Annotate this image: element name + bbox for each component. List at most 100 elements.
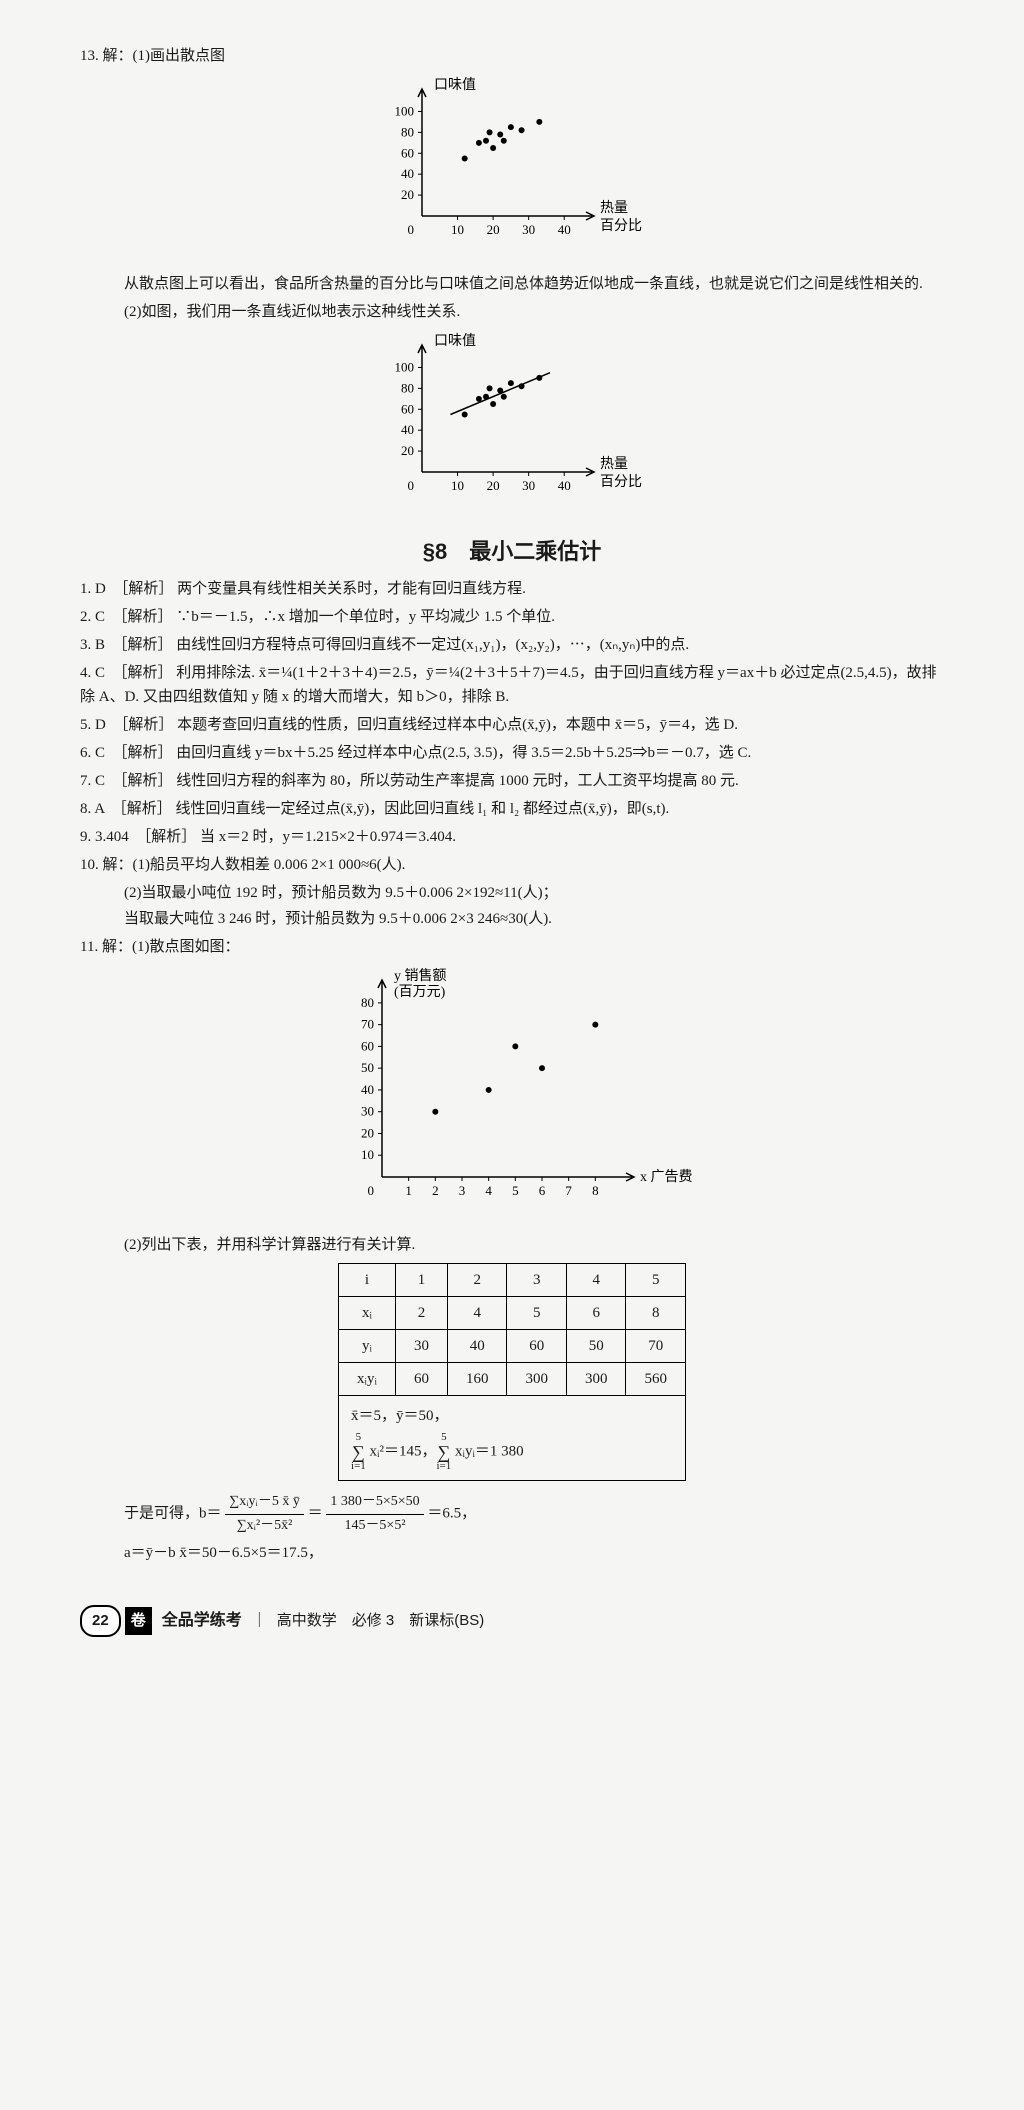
answers-block: 1. D ［解析］ 两个变量具有线性相关关系时，才能有回归直线方程. 2. C ［…	[80, 577, 944, 849]
calc1-post: ＝6.5，	[427, 1506, 476, 1522]
table-cell: 60	[507, 1330, 567, 1363]
footer-sep: ｜	[252, 1609, 267, 1633]
svg-text:4: 4	[485, 1183, 492, 1198]
juan-badge: 卷	[125, 1607, 152, 1635]
answer-text: 当 x＝2 时，y＝1.215×2＋0.974＝3.404.	[200, 829, 456, 845]
page-number-badge: 22	[80, 1605, 121, 1637]
svg-text:40: 40	[401, 166, 414, 181]
q13-line1: 13. 解：(1)画出散点图	[80, 44, 944, 68]
svg-text:60: 60	[401, 145, 414, 160]
answer-choice: C	[95, 665, 105, 681]
svg-text:60: 60	[401, 401, 414, 416]
svg-text:10: 10	[451, 222, 464, 237]
answer-text: 由回归直线 y＝bx＋5.25 经过样本中心点(2.5, 3.5)，得 3.5＝…	[176, 745, 751, 761]
answer-num: 1.	[80, 581, 91, 597]
answer-choice: C	[95, 745, 105, 761]
answer-text: 两个变量具有线性相关关系时，才能有回归直线方程.	[177, 581, 526, 597]
svg-text:40: 40	[558, 478, 571, 493]
table-cell: 300	[566, 1363, 626, 1396]
q13-chart1-container: 10203040204060801000口味值热量百分比	[80, 76, 944, 264]
q10-line1: 10. 解：(1)船员平均人数相差 0.006 2×1 000≈6(人).	[80, 853, 944, 877]
answer-line-1: 1. D ［解析］ 两个变量具有线性相关关系时，才能有回归直线方程.	[80, 577, 944, 601]
answer-num: 7.	[80, 773, 91, 789]
q10-line2: (2)当取最小吨位 192 时，预计船员数为 9.5＋0.006 2×192≈1…	[124, 881, 944, 905]
q10-number: 10.	[80, 857, 99, 873]
calc1-pre: 于是可得，b＝	[124, 1506, 222, 1522]
q10-text1: 解：(1)船员平均人数相差 0.006 2×1 000≈6(人).	[103, 857, 406, 873]
table-cell: 4	[447, 1297, 507, 1330]
answer-num: 8.	[80, 801, 91, 817]
svg-text:80: 80	[401, 124, 414, 139]
svg-text:热量: 热量	[600, 456, 628, 472]
q13-text: 解：(1)画出散点图	[103, 48, 226, 64]
svg-text:5: 5	[512, 1183, 519, 1198]
calc1-den: ∑xᵢ²－5x̄²	[225, 1515, 304, 1537]
svg-text:100: 100	[395, 103, 415, 118]
svg-text:0: 0	[408, 222, 415, 237]
table-cell: 8	[626, 1297, 686, 1330]
answer-tag: ［解析］	[144, 829, 197, 845]
table-cell: xᵢ	[339, 1297, 396, 1330]
svg-text:8: 8	[592, 1183, 599, 1198]
q13-para2: (2)如图，我们用一条直线近似地表示这种线性关系.	[124, 300, 944, 324]
svg-text:30: 30	[522, 222, 535, 237]
svg-text:60: 60	[361, 1039, 374, 1054]
q13-number: 13.	[80, 48, 99, 64]
table-cell: 160	[447, 1363, 507, 1396]
svg-text:20: 20	[487, 478, 500, 493]
calc1-num2: 1 380－5×5×50	[326, 1491, 423, 1514]
answer-tag: ［解析］	[121, 717, 174, 733]
table-cell: 2	[395, 1297, 447, 1330]
q10-line3: 当取最大吨位 3 246 时，预计船员数为 9.5＋0.006 2×3 246≈…	[124, 907, 944, 931]
svg-text:10: 10	[361, 1147, 374, 1162]
q11-chart-container: 1234567810203040506070800y 销售额(百万元)x 广告费…	[80, 967, 944, 1225]
answer-tag: ［解析］	[121, 581, 174, 597]
svg-text:7: 7	[565, 1183, 572, 1198]
table-cell: 6	[566, 1297, 626, 1330]
answer-text: 利用排除法. x̄＝¼(1＋2＋3＋4)＝2.5，ȳ＝¼(2＋3＋5＋7)＝4.…	[80, 665, 937, 705]
answer-line-2: 2. C ［解析］ ∵b＝－1.5，∴x 增加一个单位时，y 平均减少 1.5 …	[80, 605, 944, 629]
q11-text1: 解：(1)散点图如图：	[102, 939, 240, 955]
calc1-mid: ＝	[308, 1506, 323, 1522]
svg-text:2: 2	[432, 1183, 439, 1198]
answer-tag: ［解析］	[119, 801, 172, 817]
svg-text:20: 20	[401, 443, 414, 458]
answer-num: 9.	[80, 829, 91, 845]
svg-text:30: 30	[361, 1104, 374, 1119]
answer-choice: B	[95, 637, 105, 653]
table-cell: yᵢ	[339, 1330, 396, 1363]
answer-tag: ［解析］	[120, 773, 173, 789]
q13-chart2-container: 10203040204060801000口味值热量百分比	[80, 332, 944, 520]
svg-text:1: 1	[405, 1183, 412, 1198]
svg-text:0: 0	[408, 478, 415, 493]
table-cell: 50	[566, 1330, 626, 1363]
answer-tag: ［解析］	[120, 745, 173, 761]
svg-text:6: 6	[539, 1183, 546, 1198]
svg-text:70: 70	[361, 1017, 374, 1032]
table-header-cell: 3	[507, 1264, 567, 1297]
answer-text: 本题考查回归直线的性质，回归直线经过样本中心点(x̄,ȳ)，本题中 x̄＝5，ȳ…	[177, 717, 738, 733]
calc1-den2: 145－5×5²	[326, 1515, 423, 1537]
answer-choice: D	[95, 717, 106, 733]
table-header-cell: i	[339, 1264, 396, 1297]
table-cell: xᵢyᵢ	[339, 1363, 396, 1396]
q11-table-wrap: i12345xᵢ24568yᵢ3040605070xᵢyᵢ60160300300…	[80, 1263, 944, 1481]
answer-num: 3.	[80, 637, 91, 653]
footer-series: 全品学练考	[162, 1608, 242, 1634]
q11-number: 11.	[80, 939, 98, 955]
answer-tag: ［解析］	[120, 637, 173, 653]
table-cell: 560	[626, 1363, 686, 1396]
table-summary-cell: x̄＝5，ȳ＝50，5∑i=1 xᵢ²＝145，5∑i=1 xᵢyᵢ＝1 380	[339, 1396, 686, 1481]
q13-para1: 从散点图上可以看出，食品所含热量的百分比与口味值之间总体趋势近似地成一条直线，也…	[124, 272, 944, 296]
q11-calc1: 于是可得，b＝ ∑xᵢyᵢ－5 x̄ ȳ ∑xᵢ²－5x̄² ＝ 1 380－5…	[124, 1491, 944, 1537]
svg-text:40: 40	[558, 222, 571, 237]
answer-line-8: 8. A ［解析］ 线性回归直线一定经过点(x̄,ȳ)，因此回归直线 l₁ 和 …	[80, 797, 944, 821]
svg-text:y 销售额: y 销售额	[394, 968, 447, 984]
answer-tag: ［解析］	[120, 665, 173, 681]
table-header-cell: 1	[395, 1264, 447, 1297]
svg-text:80: 80	[401, 380, 414, 395]
svg-text:40: 40	[401, 422, 414, 437]
table-header-cell: 2	[447, 1264, 507, 1297]
svg-text:20: 20	[401, 187, 414, 202]
answer-text: 线性回归方程的斜率为 80，所以劳动生产率提高 1000 元时，工人工资平均提高…	[176, 773, 739, 789]
